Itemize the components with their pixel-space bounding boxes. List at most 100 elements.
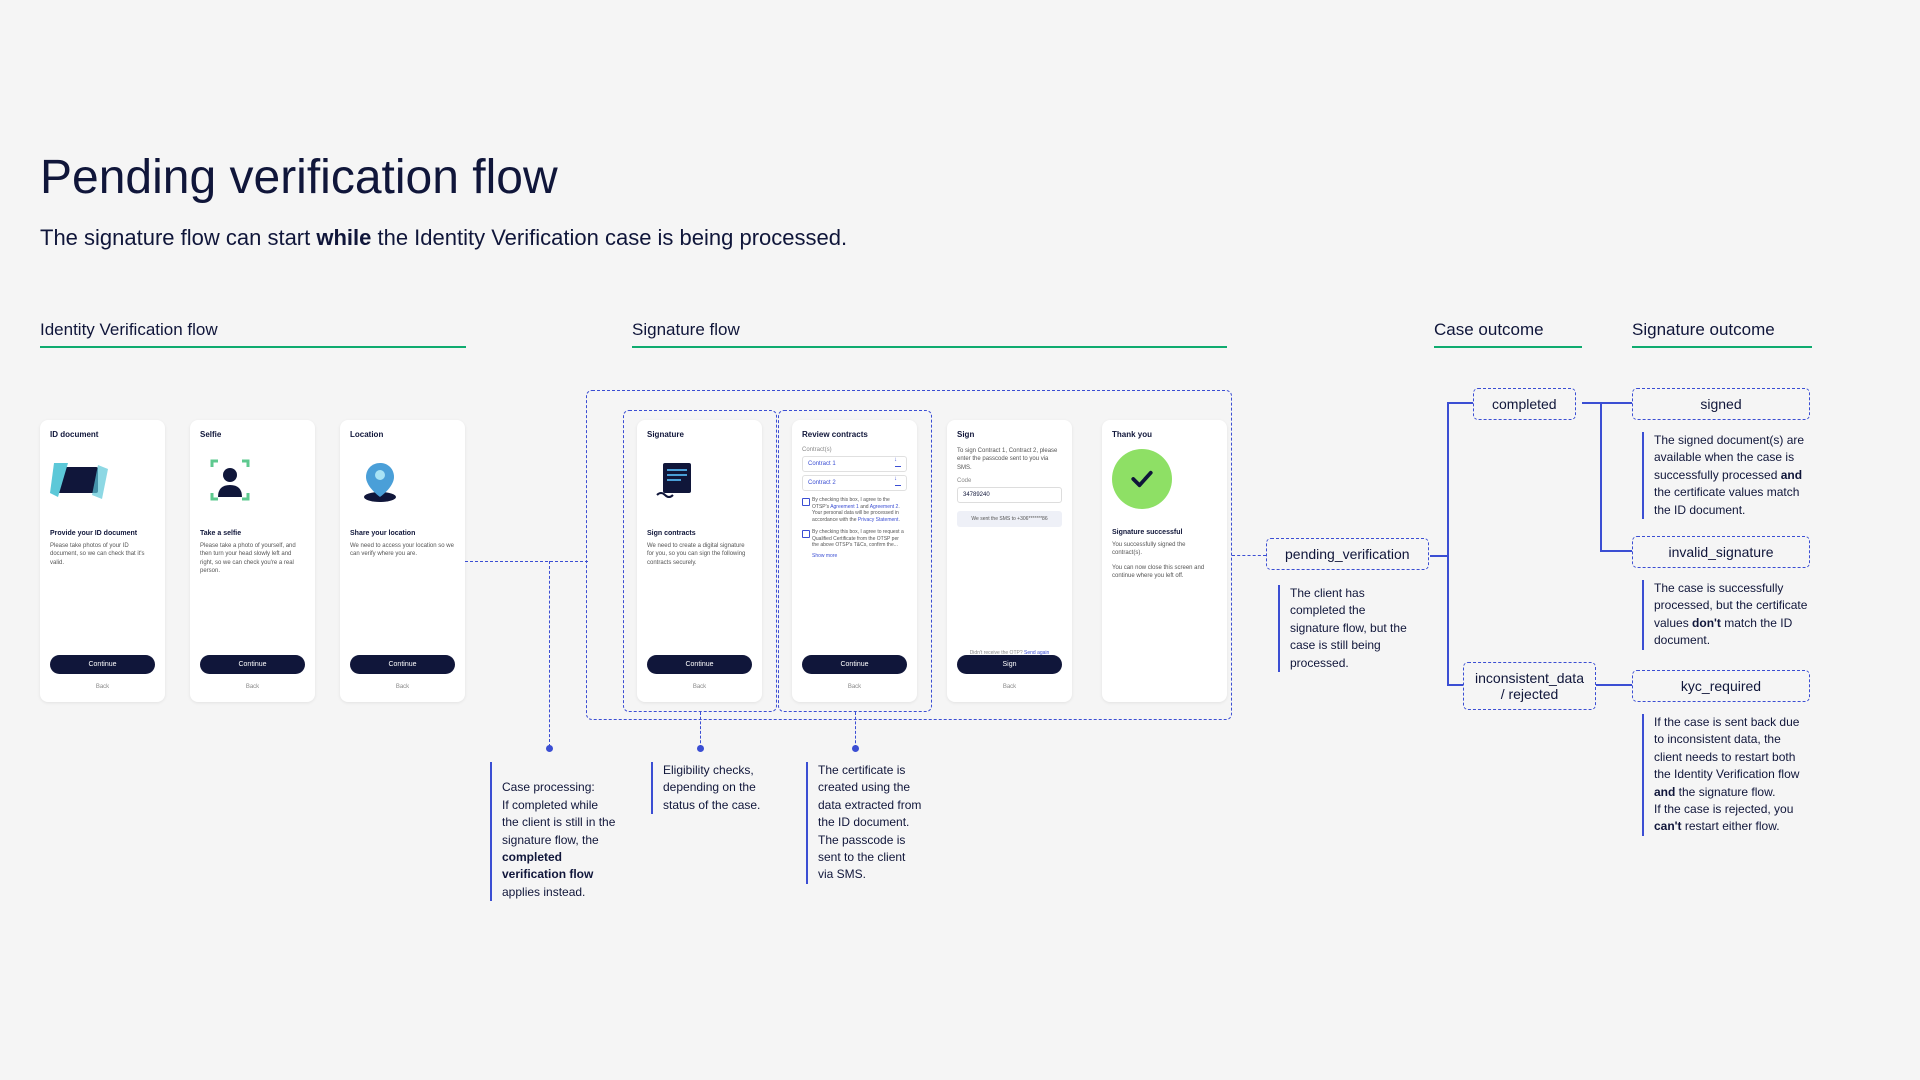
- phone-location: Location Share your location We need to …: [340, 420, 465, 702]
- contracts-label: Contract(s): [802, 447, 907, 453]
- phone-location-continue-button[interactable]: Continue: [350, 655, 455, 674]
- note-signed: The signed document(s) are available whe…: [1642, 432, 1812, 519]
- section-sig-label: Signature flow: [632, 320, 1227, 348]
- subtitle-pre: The signature flow can start: [40, 225, 316, 250]
- page-subtitle: The signature flow can start while the I…: [40, 225, 847, 251]
- phone-thanks-heading: Signature successful: [1112, 529, 1217, 536]
- connector-to-pending: [1232, 555, 1266, 556]
- code-label: Code: [957, 478, 1062, 484]
- phone-selfie-heading: Take a selfie: [200, 530, 305, 537]
- phone-id-continue-button[interactable]: Continue: [50, 655, 155, 674]
- cb1-mid: and: [859, 504, 870, 510]
- conn-sig-vbar1: [1600, 402, 1602, 551]
- dot-elig: [697, 745, 704, 752]
- agreement-2-link[interactable]: Agreement 2: [870, 504, 899, 510]
- phone-selfie: Selfie Take a selfie Please take a photo…: [190, 420, 315, 702]
- checkbox-agreement-2[interactable]: By checking this box, I agree to request…: [802, 529, 907, 549]
- contract-row-2[interactable]: Contract 2: [802, 475, 907, 491]
- dot-cert: [852, 745, 859, 752]
- connector-case-proc: [549, 561, 550, 747]
- phone-selfie-back-button[interactable]: Back: [190, 684, 315, 690]
- phone-sign-text: To sign Contract 1, Contract 2, please e…: [957, 447, 1062, 472]
- signature-icon: [647, 455, 707, 505]
- outcome-kyc: kyc_required: [1632, 670, 1810, 702]
- note-kyc-p2-post: restart either flow.: [1682, 819, 1780, 833]
- phone-id-back-button[interactable]: Back: [40, 684, 165, 690]
- section-case-label: Case outcome: [1434, 320, 1582, 348]
- phone-thanks-text1: You successfully signed the contract(s).: [1112, 541, 1217, 558]
- contract-2-label: Contract 2: [808, 480, 836, 486]
- phone-review-title: Review contracts: [802, 430, 907, 439]
- note-invalid: The case is successfully processed, but …: [1642, 580, 1812, 650]
- contract-row-1[interactable]: Contract 1: [802, 456, 907, 472]
- conn-to-signed: [1600, 402, 1632, 404]
- phone-sign-button[interactable]: Sign: [957, 655, 1062, 674]
- phone-location-back-button[interactable]: Back: [340, 684, 465, 690]
- phone-signature-heading: Sign contracts: [647, 530, 752, 537]
- phone-signature-back-button[interactable]: Back: [637, 684, 762, 690]
- phone-signature: Signature Sign contracts We need to crea…: [637, 420, 762, 702]
- note-kyc-p1-bold: and: [1654, 785, 1675, 799]
- page-title: Pending verification flow: [40, 150, 558, 205]
- outcome-signed: signed: [1632, 388, 1810, 420]
- note-kyc: If the case is sent back due to inconsis…: [1642, 714, 1812, 836]
- phone-signature-text: We need to create a digital signature fo…: [647, 542, 752, 567]
- connector-elig: [700, 712, 701, 748]
- conn-to-kyc: [1596, 684, 1632, 686]
- dot-case-proc: [546, 745, 553, 752]
- phone-location-heading: Share your location: [350, 530, 455, 537]
- contract-1-label: Contract 1: [808, 461, 836, 467]
- outcome-inconsistent: inconsistent_data / rejected: [1463, 662, 1596, 710]
- note-cp-post: applies instead.: [502, 885, 585, 899]
- note-certificate: The certificate is created using the dat…: [806, 762, 924, 884]
- note-cp-pre: Case processing: If completed while the …: [502, 780, 615, 846]
- note-kyc-p2-bold: can't: [1654, 819, 1682, 833]
- phone-selfie-continue-button[interactable]: Continue: [200, 655, 305, 674]
- conn-to-completed: [1447, 402, 1473, 404]
- note-eligibility: Eligibility checks, depending on the sta…: [651, 762, 761, 814]
- outcome-completed: completed: [1473, 388, 1576, 420]
- phone-selfie-text: Please take a photo of yourself, and the…: [200, 542, 305, 576]
- subtitle-bold: while: [316, 225, 371, 250]
- phone-location-title: Location: [350, 430, 455, 439]
- outcome-invalid: invalid_signature: [1632, 536, 1810, 568]
- checkbox-agreement-1[interactable]: By checking this box, I agree to the OTS…: [802, 497, 907, 523]
- note-kyc-p1-pre: If the case is sent back due to inconsis…: [1654, 715, 1799, 781]
- phone-sign: Sign To sign Contract 1, Contract 2, ple…: [947, 420, 1072, 702]
- code-input[interactable]: 34789240: [957, 487, 1062, 503]
- phone-thanks-text2: You can now close this screen and contin…: [1112, 564, 1217, 581]
- phone-review-continue-button[interactable]: Continue: [802, 655, 907, 674]
- conn-pending-out: [1430, 555, 1448, 557]
- phone-id-document: ID document Provide your ID document Ple…: [40, 420, 165, 702]
- sms-info-box: We sent the SMS to +306*******86: [957, 511, 1062, 527]
- note-case-processing: Case processing: If completed while the …: [490, 762, 618, 901]
- note-signed-post: the certificate values match the ID docu…: [1654, 485, 1799, 516]
- phone-sign-back-button[interactable]: Back: [947, 684, 1072, 690]
- note-invalid-bold: don't: [1692, 616, 1721, 630]
- conn-to-invalid: [1600, 550, 1632, 552]
- phone-review: Review contracts Contract(s) Contract 1 …: [792, 420, 917, 702]
- location-pin-icon: [350, 455, 410, 505]
- subtitle-post: the Identity Verification case is being …: [371, 225, 847, 250]
- phone-id-title: ID document: [50, 430, 155, 439]
- phone-sign-title: Sign: [957, 430, 1062, 439]
- agreement-1-link[interactable]: Agreement 1: [830, 504, 859, 510]
- section-sigout-label: Signature outcome: [1632, 320, 1812, 348]
- download-icon[interactable]: [895, 480, 901, 486]
- phone-thanks: Thank you Signature successful You succe…: [1102, 420, 1227, 702]
- download-icon[interactable]: [895, 461, 901, 467]
- note-kyc-p2-pre: If the case is rejected, you: [1654, 802, 1793, 816]
- phone-signature-title: Signature: [647, 430, 752, 439]
- phone-id-text: Please take photos of your ID document, …: [50, 542, 155, 567]
- phone-location-text: We need to access your location so we ca…: [350, 542, 455, 559]
- phone-signature-continue-button[interactable]: Continue: [647, 655, 752, 674]
- connector-cert: [855, 712, 856, 748]
- conn-case-vbar: [1447, 402, 1449, 685]
- note-cp-bold: completed verification flow: [502, 850, 593, 881]
- note-pending: The client has completed the signature f…: [1278, 585, 1413, 672]
- show-more-link[interactable]: Show more: [802, 553, 907, 559]
- success-check-icon: [1112, 449, 1172, 509]
- privacy-link[interactable]: Privacy Statement: [858, 517, 899, 523]
- id-card-icon: [50, 455, 110, 505]
- phone-review-back-button[interactable]: Back: [792, 684, 917, 690]
